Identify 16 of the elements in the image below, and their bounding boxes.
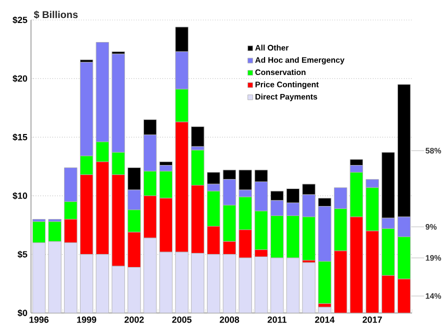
chart-title: $ Billions: [34, 10, 78, 19]
y-tick-label: $0: [18, 309, 28, 317]
bar: [191, 126, 204, 147]
x-tick-label: 2008: [220, 316, 240, 323]
y-tick-label: $15: [12, 134, 28, 141]
x-tick-label: 2002: [124, 316, 144, 323]
x-tick-label: 2014: [315, 316, 335, 323]
x-tick-label: 2017: [362, 316, 382, 323]
x-tick-label: 2005: [172, 316, 192, 323]
x-tick-label: 1996: [30, 316, 49, 323]
y-tick-label: $20: [12, 74, 28, 82]
x-tick-label: 1999: [77, 316, 96, 323]
x-tick-label: 2011: [268, 316, 287, 323]
y-tick-label: $25: [12, 16, 28, 24]
y-tick-label: $10: [12, 192, 28, 200]
y-tick-label: $5: [18, 250, 28, 258]
